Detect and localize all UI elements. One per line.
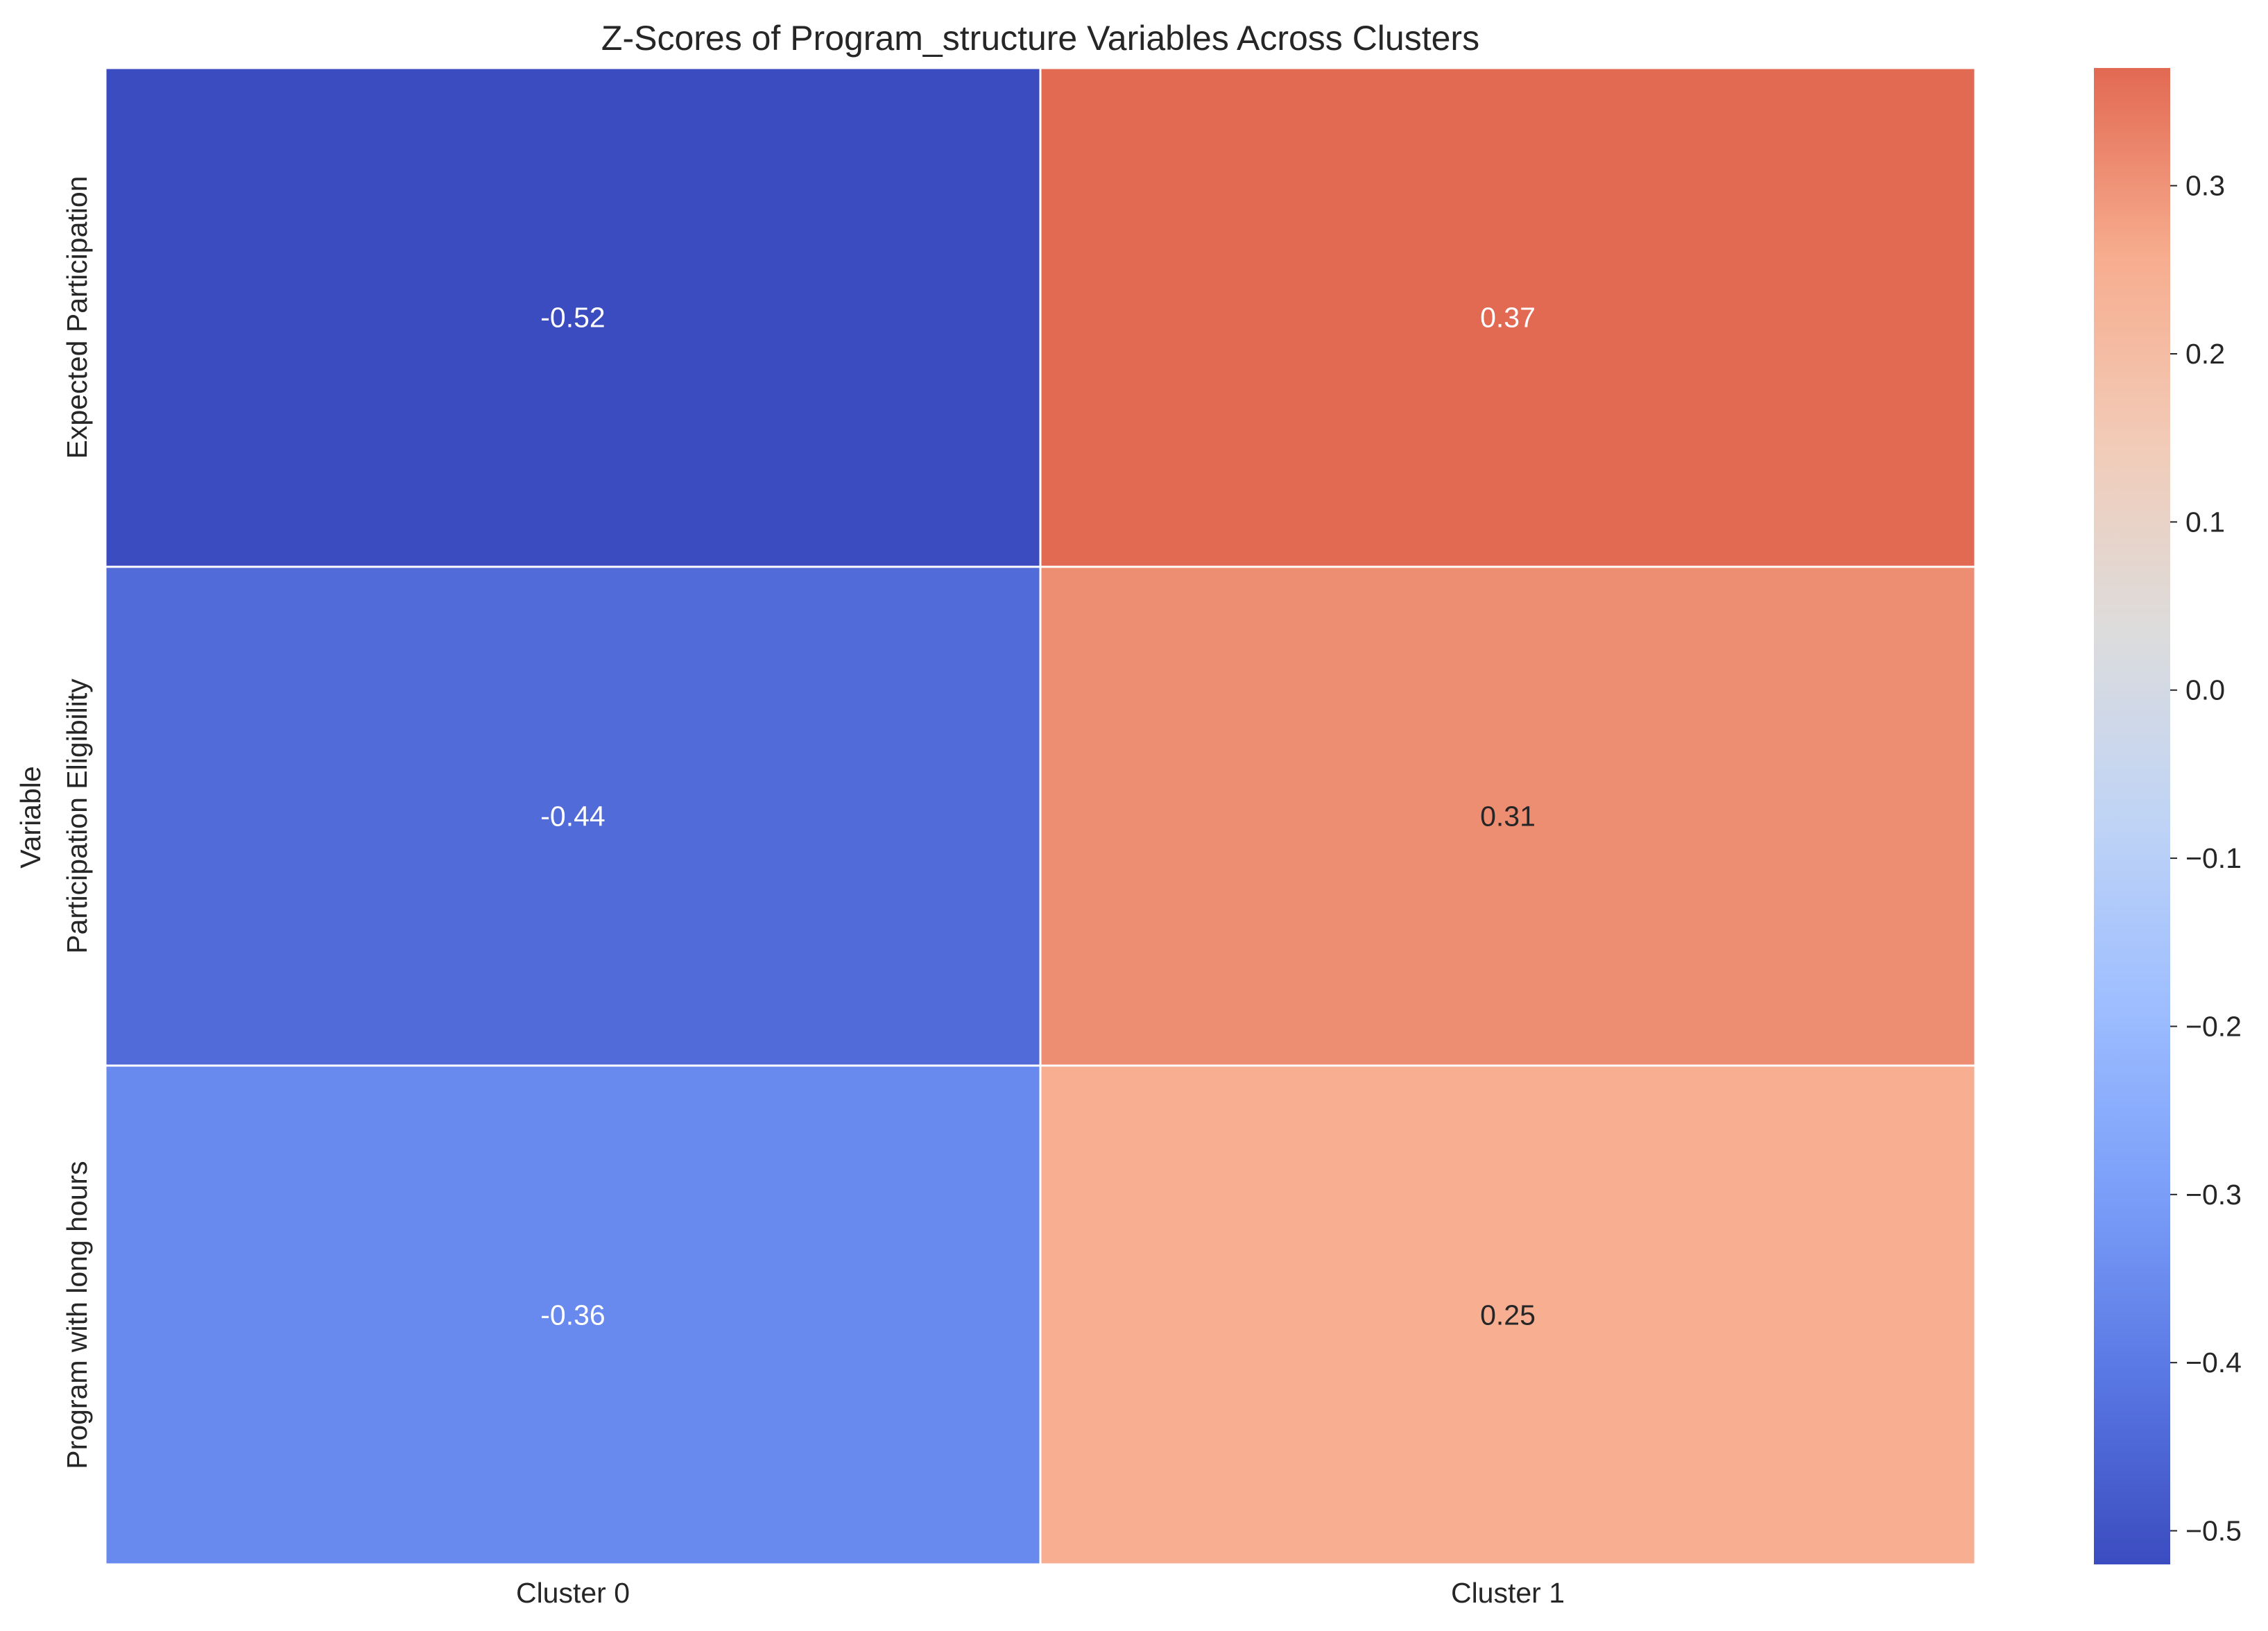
colorbar-tick-label: −0.3	[2185, 1179, 2242, 1211]
chart-title: Z-Scores of Program_structure Variables …	[601, 19, 1479, 58]
colorbar-tick-label: 0.1	[2185, 506, 2225, 538]
cell-value-label: -0.44	[540, 801, 605, 832]
colorbar-tick-label: 0.3	[2185, 170, 2225, 202]
cell-value-label: -0.52	[540, 302, 605, 334]
heatmap-cell	[1039, 67, 1977, 568]
colorbar-tick-label: 0.0	[2185, 674, 2225, 706]
colorbar-tick-label: −0.1	[2185, 842, 2242, 874]
y-tick-label: Participation Eligibility	[61, 678, 93, 954]
heatmap-cell	[104, 1064, 1042, 1566]
y-axis-label: Variable	[15, 766, 46, 868]
cell-value-label: 0.31	[1480, 801, 1536, 832]
colorbar	[2094, 68, 2170, 1564]
x-tick-label: Cluster 1	[1451, 1577, 1565, 1609]
heatmap-cell	[1039, 565, 1977, 1067]
colorbar-tick-label: 0.2	[2185, 338, 2225, 370]
heatmap-cell	[1039, 1064, 1977, 1566]
y-tick-labels: Expected Participation Participation Elig…	[61, 176, 93, 1469]
x-tick-label: Cluster 0	[516, 1577, 630, 1609]
cell-value-label: 0.25	[1480, 1299, 1536, 1331]
cell-value-label: -0.36	[540, 1299, 605, 1331]
colorbar-tick-label: −0.5	[2185, 1515, 2242, 1547]
y-tick-label: Program with long hours	[61, 1161, 93, 1469]
colorbar-ticks: 0.3 0.2 0.1 0.0 −0.1 −0.2 −0.3 −0.4 −0.5	[2170, 170, 2242, 1547]
heatmap-cell	[104, 67, 1042, 568]
heatmap-cells	[104, 67, 1977, 1566]
heatmap-cell-labels: -0.52 0.37 -0.44 0.31 -0.36 0.25	[540, 302, 1536, 1331]
heatmap-cell	[104, 565, 1042, 1067]
colorbar-tick-label: −0.2	[2185, 1010, 2242, 1042]
cell-value-label: 0.37	[1480, 302, 1536, 334]
y-tick-label: Expected Participation	[61, 176, 93, 459]
x-tick-labels: Cluster 0 Cluster 1	[516, 1577, 1565, 1609]
colorbar-tick-label: −0.4	[2185, 1347, 2242, 1378]
